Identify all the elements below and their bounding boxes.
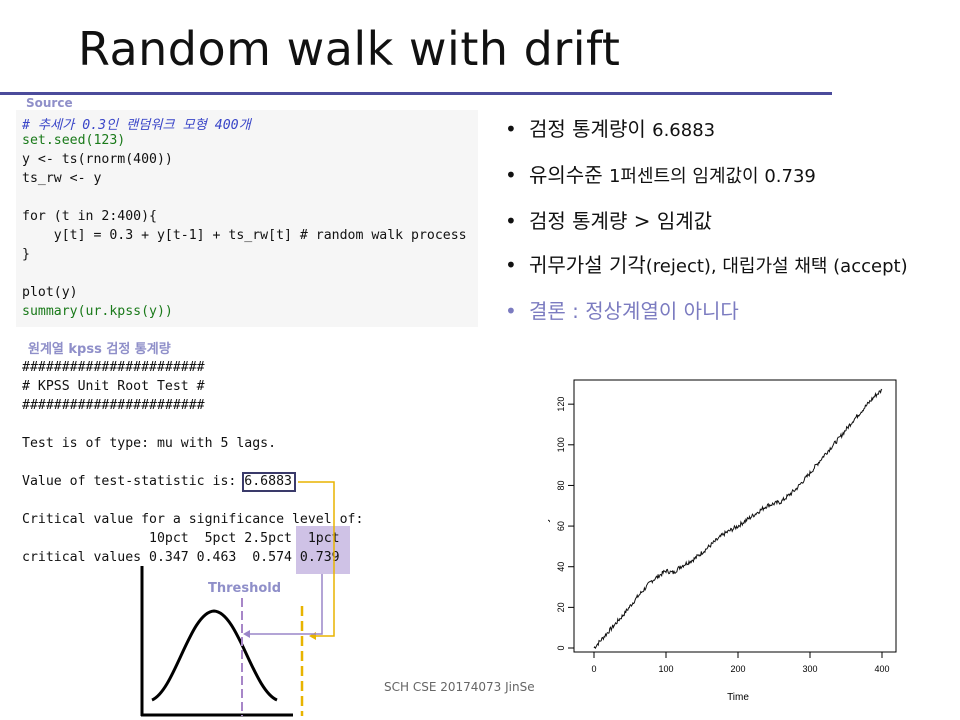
bullet-value: (reject), 대립가설 채택 (accept) bbox=[645, 256, 908, 277]
output-line: ####################### bbox=[22, 360, 205, 375]
y-tick-label: 120 bbox=[556, 397, 566, 412]
y-axis-label: y bbox=[548, 518, 551, 523]
x-tick-label: 0 bbox=[591, 664, 596, 674]
chart-frame bbox=[573, 379, 897, 653]
code-line-assign: ts_rw <- y bbox=[22, 171, 102, 186]
code-line-body: y[t] = 0.3 + y[t-1] + ts_rw[t] # random … bbox=[22, 228, 467, 243]
title-divider bbox=[0, 92, 832, 95]
bullet-text: 귀무가설 기각 bbox=[529, 253, 646, 277]
bullet-item-conclusion: 결론 : 정상계열이 아니다 bbox=[505, 296, 925, 326]
bullet-value: 6.6883 bbox=[652, 120, 716, 141]
code-line-close: } bbox=[22, 247, 30, 262]
code-line-summary: summary(ur.kpss(y)) bbox=[22, 304, 173, 319]
x-axis-label: Time bbox=[727, 692, 749, 702]
bullet-item: 유의수준 1퍼센트의 임계값이 0.739 bbox=[505, 160, 925, 192]
code-line-ts: y <- ts(rnorm(400)) bbox=[22, 152, 173, 167]
code-line-plot: plot(y) bbox=[22, 285, 78, 300]
random-walk-chart: 0 100 200 300 400 0 20 40 60 80 100 120 Time y bbox=[548, 379, 897, 702]
threshold-label: Threshold bbox=[208, 581, 282, 596]
y-tick-label: 100 bbox=[556, 437, 566, 452]
y-tick-label: 20 bbox=[556, 602, 566, 612]
bullet-value: > 임계값 bbox=[633, 209, 713, 233]
bullet-text: 결론 : 정상계열이 아니다 bbox=[529, 299, 739, 323]
bullet-list: 검정 통계량이 6.6883 유의수준 1퍼센트의 임계값이 0.739 검정 … bbox=[505, 114, 925, 340]
bullet-item: 검정 통계량 > 임계값 bbox=[505, 206, 925, 236]
bullet-value: 1퍼센트의 임계값이 0.739 bbox=[608, 166, 816, 187]
y-tick-label: 0 bbox=[556, 645, 566, 650]
test-statistic-box bbox=[242, 472, 296, 492]
statistic-arrow-head bbox=[309, 632, 316, 640]
x-tick-label: 200 bbox=[730, 664, 745, 674]
code-line-seed: set.seed(123) bbox=[22, 133, 126, 148]
code-line-for: for (t in 2:400){ bbox=[22, 209, 157, 224]
output-line: Test is of type: mu with 5 lags. bbox=[22, 436, 277, 451]
slide-footer: SCH CSE 20174073 JinSe bbox=[384, 680, 535, 694]
output-line: Critical value for a significance level … bbox=[22, 512, 364, 527]
output-line: 10pct 5pct 2.5pct 1pct bbox=[22, 531, 340, 546]
series-line bbox=[593, 388, 883, 650]
y-tick-label: 40 bbox=[556, 562, 566, 572]
output-line: ####################### bbox=[22, 398, 205, 413]
bullet-text: 유의수준 bbox=[529, 163, 609, 187]
x-tick-label: 100 bbox=[658, 664, 673, 674]
x-tick-label: 300 bbox=[802, 664, 817, 674]
source-label: Source bbox=[26, 96, 73, 110]
bullet-item: 검정 통계량이 6.6883 bbox=[505, 114, 925, 146]
output-line: # KPSS Unit Root Test # bbox=[22, 379, 205, 394]
slide-title: Random walk with drift bbox=[78, 22, 621, 76]
bell-curve bbox=[151, 609, 278, 702]
y-tick-label: 80 bbox=[556, 480, 566, 490]
y-tick-label: 60 bbox=[556, 521, 566, 531]
code-line-comment: # 추세가 0.3인 랜덤워크 모형 400개 bbox=[22, 118, 251, 133]
output-line: Value of test-statistic is: 6.6883 bbox=[22, 474, 292, 489]
critical-arrow-head bbox=[243, 630, 250, 638]
bullet-text: 검정 통계량이 bbox=[529, 117, 653, 141]
code-block bbox=[16, 110, 478, 327]
kpss-label: 원계열 kpss 검정 통계량 bbox=[28, 342, 171, 357]
bullet-item: 귀무가설 기각(reject), 대립가설 채택 (accept) bbox=[505, 250, 925, 282]
bullet-text: 검정 통계량 bbox=[529, 209, 634, 233]
x-tick-label: 400 bbox=[874, 664, 889, 674]
output-line: critical values 0.347 0.463 0.574 0.739 bbox=[22, 550, 340, 565]
